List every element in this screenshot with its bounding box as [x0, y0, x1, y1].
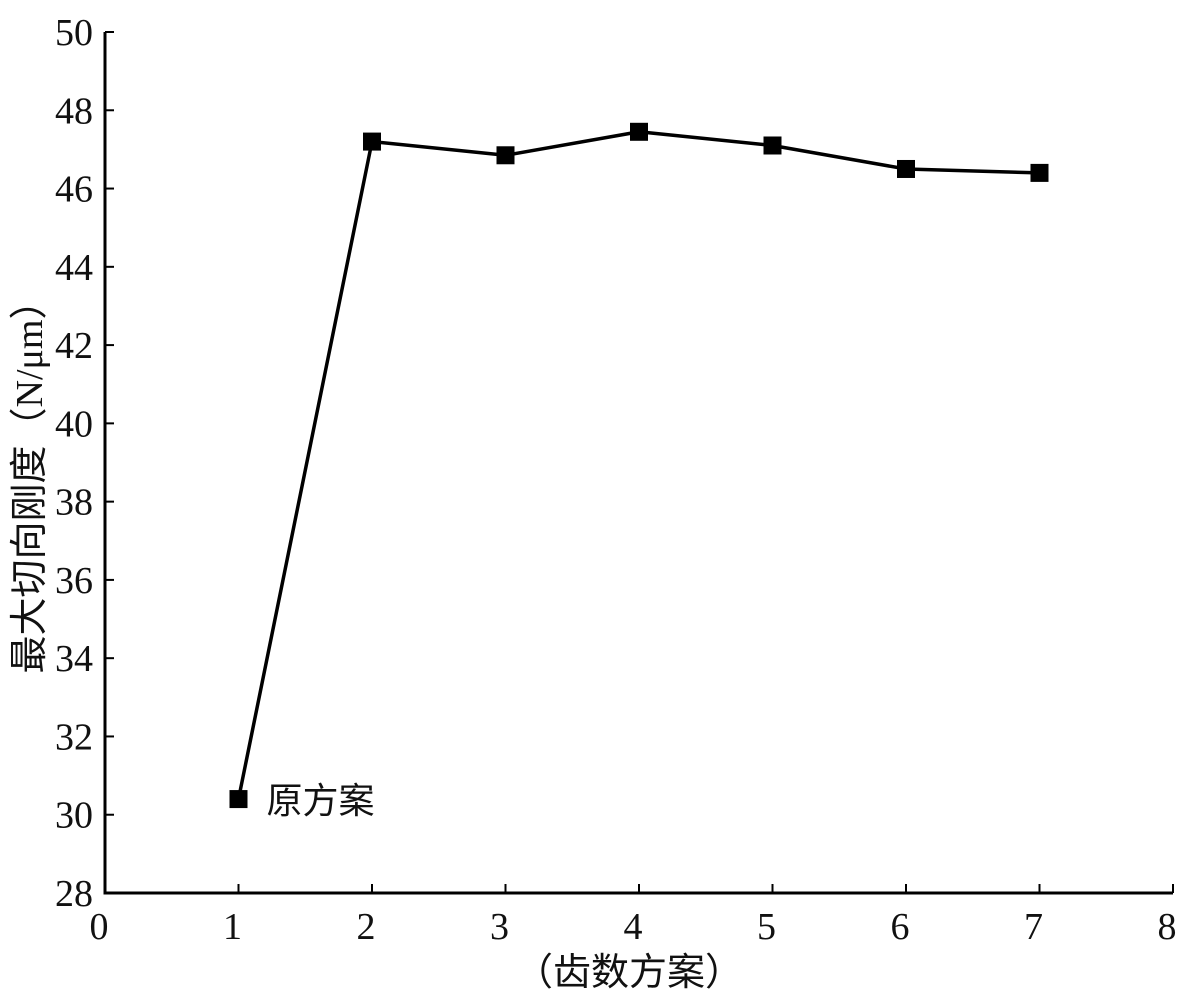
y-tick-label: 44 [55, 247, 93, 289]
y-tick-label: 30 [55, 795, 93, 837]
y-tick-label: 40 [55, 403, 93, 445]
y-axis-title: 最大切向刚度（N/μm） [9, 282, 51, 674]
y-tick-label: 46 [55, 169, 93, 211]
x-tick-label: 6 [891, 906, 910, 948]
axes [103, 32, 1173, 895]
y-tick-label: 32 [55, 716, 93, 758]
data-point-marker [229, 790, 248, 809]
x-tick-label: 4 [624, 906, 643, 948]
x-tick-label: 1 [223, 906, 242, 948]
data-point-marker [363, 132, 381, 151]
data-point-marker [1030, 163, 1049, 182]
x-axis-ticks: 0 1 2 3 4 5 6 7 8 [90, 884, 1177, 948]
annotation-original-scheme: 原方案 [267, 781, 375, 821]
data-point-marker [496, 146, 515, 165]
y-tick-label: 38 [55, 482, 93, 524]
x-tick-label: 8 [1158, 906, 1177, 948]
x-tick-label: 0 [90, 906, 109, 948]
x-tick-label: 7 [1024, 906, 1043, 948]
x-axis-title: （齿数方案） [515, 952, 743, 994]
x-tick-label: 2 [357, 906, 376, 948]
y-tick-label: 50 [55, 12, 93, 54]
y-tick-label: 34 [55, 638, 93, 680]
series-line [236, 130, 1040, 800]
x-tick-label: 3 [490, 906, 509, 948]
series-group [229, 122, 1049, 809]
y-tick-label: 42 [55, 325, 93, 367]
data-point-marker [897, 159, 915, 178]
data-point-marker [630, 122, 648, 141]
data-point-marker [763, 136, 782, 155]
y-tick-label: 28 [55, 873, 93, 915]
x-tick-label: 5 [757, 906, 776, 948]
y-tick-label: 36 [55, 560, 93, 602]
y-tick-label: 48 [55, 90, 93, 132]
y-axis-ticks: 28 30 32 34 36 38 40 42 44 46 48 50 [55, 12, 114, 915]
